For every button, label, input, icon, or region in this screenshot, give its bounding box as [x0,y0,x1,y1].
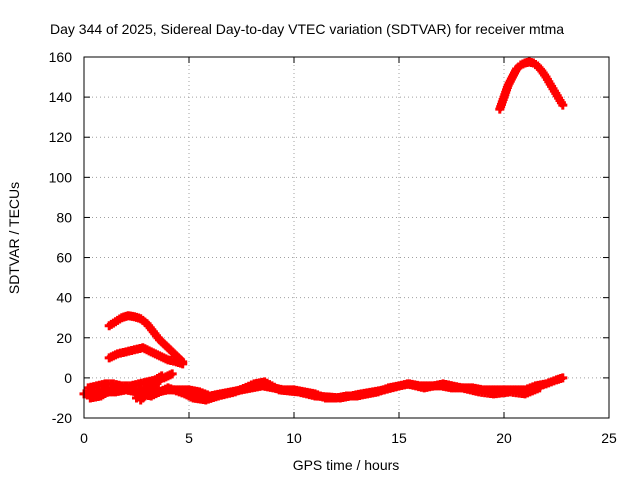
data-point [558,100,568,110]
data-point [167,369,177,379]
data-point [136,395,146,405]
y-tick-label: 100 [49,169,73,185]
x-tick-label: 5 [185,430,193,446]
x-tick-label: 15 [391,430,407,446]
data-point [558,373,568,383]
y-tick-label: 120 [49,129,73,145]
x-tick-label: 10 [286,430,302,446]
y-tick-label: 160 [49,49,73,65]
data-points [79,57,568,405]
y-tick-label: 80 [56,209,72,225]
series-arc-upper [104,311,188,367]
x-axis-label: GPS time / hours [293,457,400,473]
y-tick-label: 20 [56,330,72,346]
y-tick-label: 40 [56,290,72,306]
data-point [535,383,545,393]
x-tick-label: 20 [496,430,512,446]
grid-lines [84,57,609,418]
y-tick-label: 60 [56,250,72,266]
y-axis-label: SDTVAR / TECUs [6,182,22,294]
series-baseline-scatter [85,377,545,405]
series-crossing-segments [132,371,167,405]
x-tick-label: 0 [80,430,88,446]
data-point [178,359,188,369]
series-arc-middle [104,343,188,369]
series-high-arc [495,57,568,114]
x-tick-label: 25 [601,430,617,446]
chart-title: Day 344 of 2025, Sidereal Day-to-day VTE… [50,21,564,37]
plot-frame [83,56,610,419]
y-tick-label: -20 [52,410,72,426]
y-tick-label: 140 [49,89,73,105]
y-tick-label: 0 [64,370,72,386]
